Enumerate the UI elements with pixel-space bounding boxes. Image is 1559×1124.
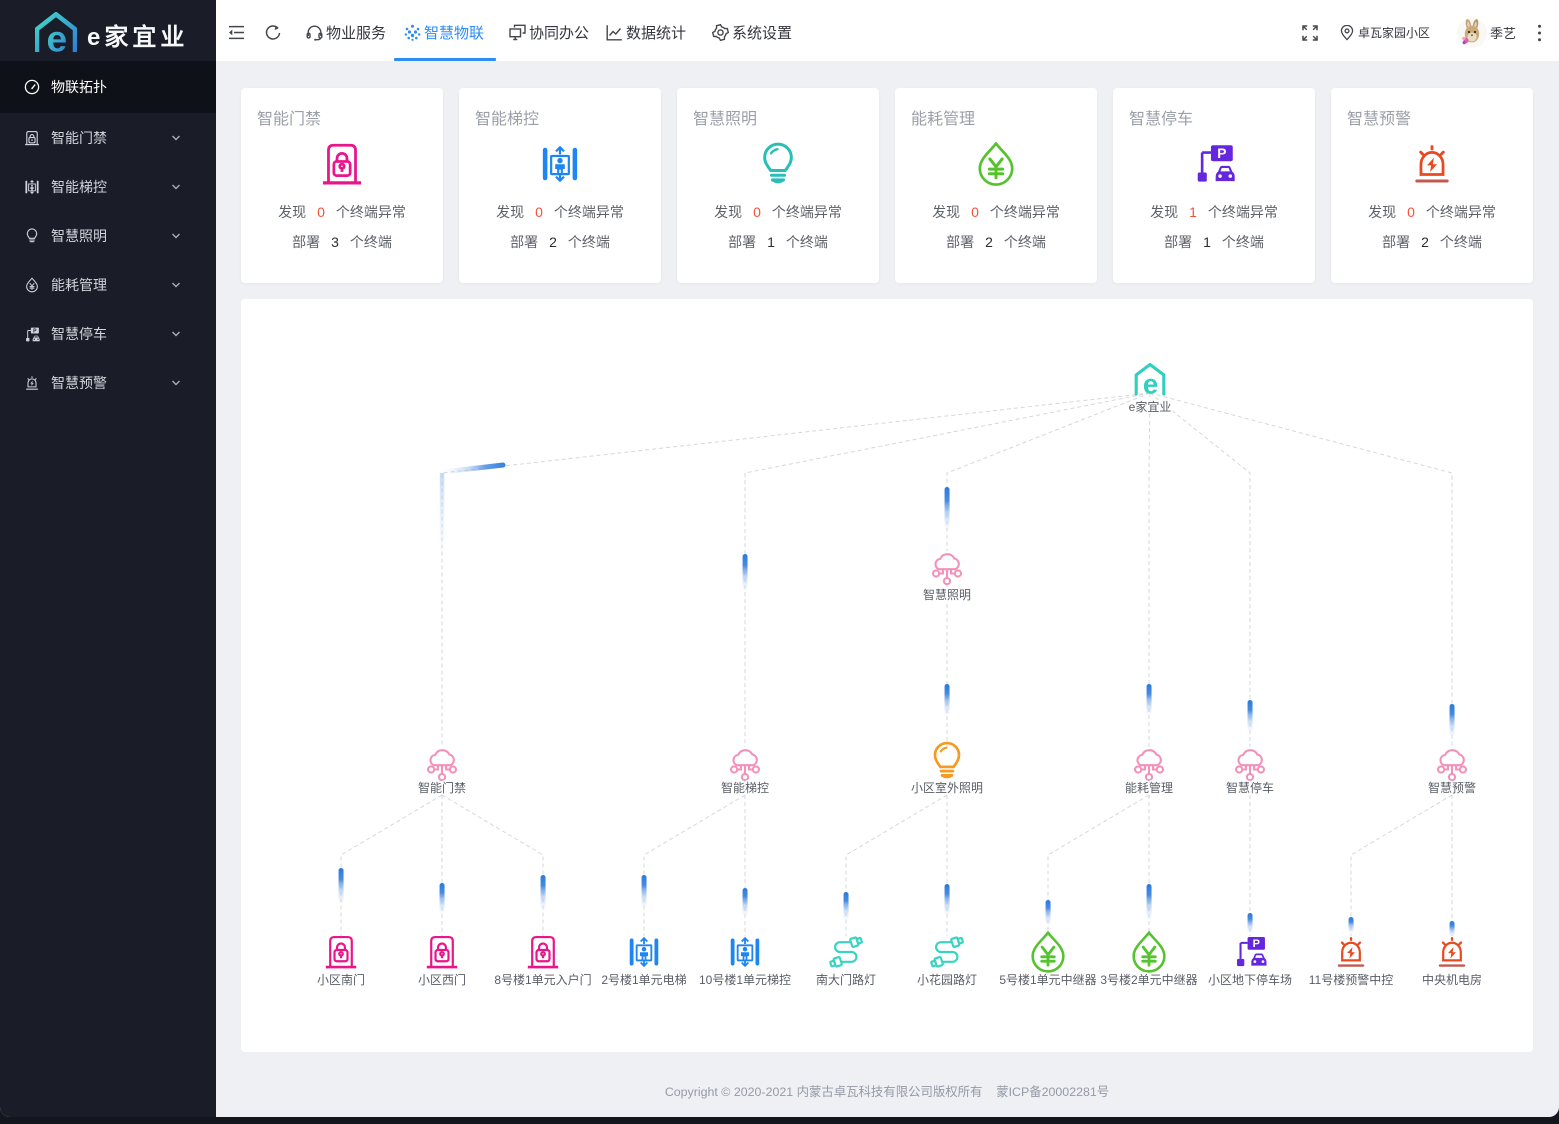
- svg-text:2号楼1单元电梯: 2号楼1单元电梯: [601, 972, 686, 987]
- svg-text:中央机电房: 中央机电房: [1422, 972, 1482, 987]
- svg-text:11号楼预警中控: 11号楼预警中控: [1309, 972, 1393, 987]
- svg-text:南大门路灯: 南大门路灯: [816, 972, 876, 987]
- svg-text:e: e: [46, 17, 67, 52]
- svg-text:5号楼1单元中继器: 5号楼1单元中继器: [999, 972, 1096, 987]
- svg-text:智慧预警: 智慧预警: [1428, 780, 1476, 795]
- svg-text:3号楼2单元中继器: 3号楼2单元中继器: [1100, 972, 1197, 987]
- svg-text:小区西门: 小区西门: [418, 972, 466, 987]
- svg-text:小区南门: 小区南门: [317, 972, 365, 987]
- svg-text:智能门禁: 智能门禁: [418, 780, 466, 795]
- svg-text:小花园路灯: 小花园路灯: [917, 972, 977, 987]
- svg-text:10号楼1单元梯控: 10号楼1单元梯控: [699, 972, 791, 987]
- svg-text:智能梯控: 智能梯控: [721, 780, 769, 795]
- svg-text:8号楼1单元入户门: 8号楼1单元入户门: [494, 972, 591, 987]
- svg-text:智慧照明: 智慧照明: [923, 587, 971, 602]
- svg-text:e家宜业: e家宜业: [1129, 399, 1172, 414]
- svg-text:P: P: [33, 328, 37, 334]
- svg-text:能耗管理: 能耗管理: [1125, 780, 1173, 795]
- svg-text:智慧停车: 智慧停车: [1226, 780, 1274, 795]
- svg-text:小区地下停车场: 小区地下停车场: [1208, 972, 1292, 987]
- svg-text:小区室外照明: 小区室外照明: [911, 780, 983, 795]
